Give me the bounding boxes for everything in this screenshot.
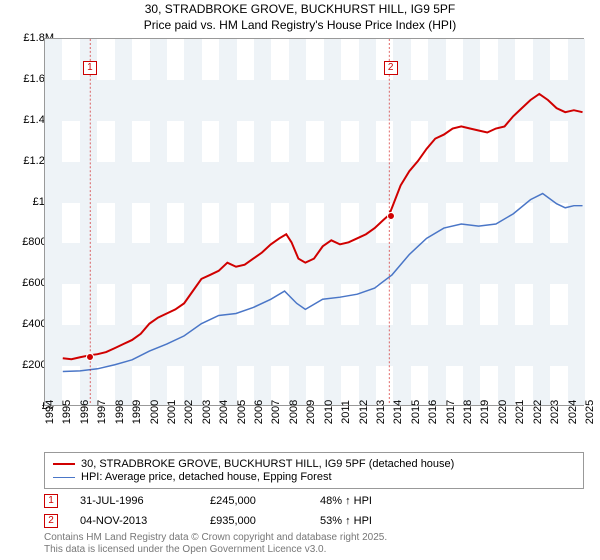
sale-marker-badge: 1 [44, 494, 58, 508]
footer-line-2: This data is licensed under the Open Gov… [44, 544, 387, 556]
chart-area: 12 [44, 38, 584, 406]
x-tick-label: 2025 [584, 400, 596, 424]
marker-badge: 2 [384, 61, 398, 75]
chart-svg [45, 39, 583, 405]
x-tick-label: 2001 [166, 400, 178, 424]
x-tick-label: 2015 [410, 400, 422, 424]
legend-swatch [53, 463, 75, 465]
x-tick-label: 2013 [375, 400, 387, 424]
x-tick-label: 2022 [532, 400, 544, 424]
title-line-2: Price paid vs. HM Land Registry's House … [0, 18, 600, 34]
x-tick-label: 1998 [114, 400, 126, 424]
x-tick-label: 2005 [236, 400, 248, 424]
sale-hpi: 53% ↑ HPI [320, 515, 430, 527]
x-tick-label: 2004 [218, 400, 230, 424]
x-tick-label: 2000 [149, 400, 161, 424]
x-tick-label: 2009 [305, 400, 317, 424]
x-tick-label: 2003 [201, 400, 213, 424]
x-tick-label: 2014 [392, 400, 404, 424]
x-tick-label: 2012 [358, 400, 370, 424]
sale-date: 04-NOV-2013 [80, 515, 210, 527]
legend-row: HPI: Average price, detached house, Eppi… [53, 471, 575, 483]
x-tick-label: 2019 [479, 400, 491, 424]
title-line-1: 30, STRADBROKE GROVE, BUCKHURST HILL, IG… [0, 2, 600, 18]
sale-price: £935,000 [210, 515, 320, 527]
marker-badge: 1 [83, 61, 97, 75]
x-tick-label: 1994 [44, 400, 56, 424]
sale-row: 1 31-JUL-1996£245,00048% ↑ HPI [44, 494, 584, 508]
legend-label: 30, STRADBROKE GROVE, BUCKHURST HILL, IG… [81, 458, 454, 470]
x-tick-label: 2018 [462, 400, 474, 424]
legend: 30, STRADBROKE GROVE, BUCKHURST HILL, IG… [44, 452, 584, 489]
x-tick-label: 2008 [288, 400, 300, 424]
footer-line-1: Contains HM Land Registry data © Crown c… [44, 532, 387, 544]
sale-price: £245,000 [210, 495, 320, 507]
legend-label: HPI: Average price, detached house, Eppi… [81, 471, 332, 483]
x-tick-label: 2010 [323, 400, 335, 424]
legend-row: 30, STRADBROKE GROVE, BUCKHURST HILL, IG… [53, 458, 575, 470]
x-tick-label: 2011 [340, 400, 352, 424]
series-line [63, 94, 583, 359]
x-tick-label: 1995 [61, 400, 73, 424]
x-tick-label: 1999 [131, 400, 143, 424]
marker-dot [86, 353, 94, 361]
x-tick-label: 2006 [253, 400, 265, 424]
x-tick-label: 2023 [549, 400, 561, 424]
x-tick-label: 2020 [497, 400, 509, 424]
sale-row: 2 04-NOV-2013£935,00053% ↑ HPI [44, 514, 584, 528]
sale-marker-badge: 2 [44, 514, 58, 528]
x-tick-label: 1997 [96, 400, 108, 424]
sale-hpi: 48% ↑ HPI [320, 495, 430, 507]
footer: Contains HM Land Registry data © Crown c… [44, 532, 387, 556]
container: 30, STRADBROKE GROVE, BUCKHURST HILL, IG… [0, 0, 600, 560]
x-tick-label: 2007 [270, 400, 282, 424]
x-tick-label: 1996 [79, 400, 91, 424]
title-block: 30, STRADBROKE GROVE, BUCKHURST HILL, IG… [0, 0, 600, 33]
series-line [63, 194, 583, 372]
x-tick-label: 2017 [445, 400, 457, 424]
marker-dot [387, 212, 395, 220]
x-tick-label: 2021 [514, 400, 526, 424]
legend-swatch [53, 477, 75, 478]
x-tick-label: 2016 [427, 400, 439, 424]
x-tick-label: 2002 [183, 400, 195, 424]
x-tick-label: 2024 [567, 400, 579, 424]
sale-date: 31-JUL-1996 [80, 495, 210, 507]
